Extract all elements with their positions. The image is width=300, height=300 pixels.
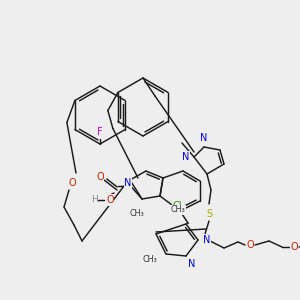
Text: CH₃: CH₃ <box>142 256 158 265</box>
Text: S: S <box>206 209 212 219</box>
Text: N: N <box>124 178 132 188</box>
Text: N: N <box>200 133 208 143</box>
Text: N: N <box>182 152 190 162</box>
Text: F: F <box>97 127 103 137</box>
Text: O: O <box>246 240 254 250</box>
Text: CH₃: CH₃ <box>130 208 144 217</box>
Text: N: N <box>188 259 196 269</box>
Text: H: H <box>91 196 98 205</box>
Text: Cl: Cl <box>172 201 182 211</box>
Text: CH₃: CH₃ <box>171 206 185 214</box>
Text: O: O <box>106 195 114 205</box>
Text: O: O <box>68 178 76 188</box>
Text: O: O <box>290 242 298 252</box>
Text: O: O <box>96 172 104 182</box>
Text: N: N <box>203 235 211 245</box>
